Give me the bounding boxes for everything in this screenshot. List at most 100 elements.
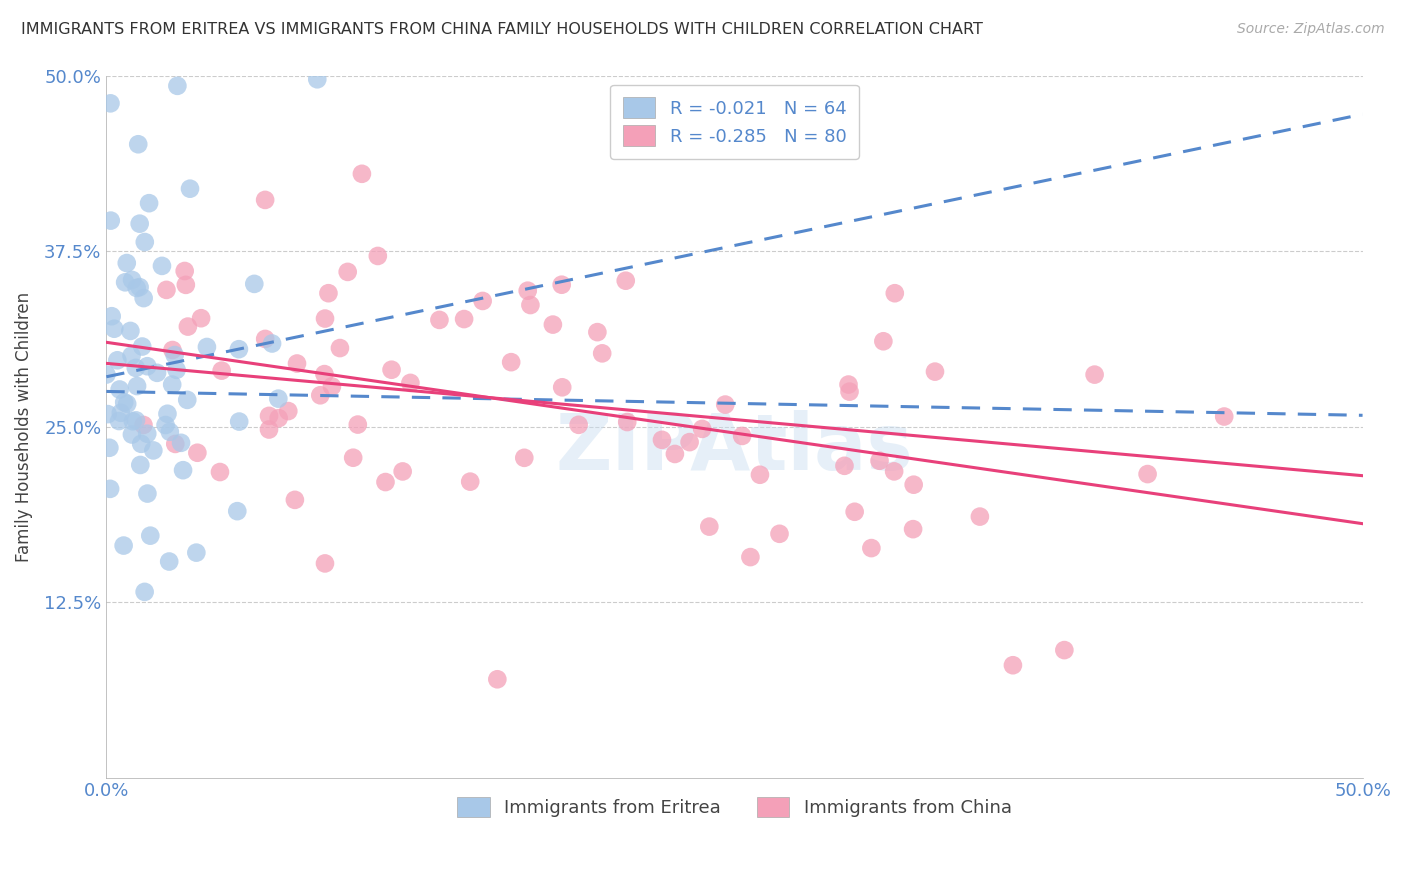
Point — [551, 277, 574, 292]
Point — [120, 324, 142, 338]
Point — [267, 411, 290, 425]
Point — [132, 291, 155, 305]
Point — [837, 377, 859, 392]
Point — [616, 415, 638, 429]
Point — [568, 417, 591, 432]
Point — [195, 340, 218, 354]
Point — [134, 235, 156, 249]
Point — [105, 353, 128, 368]
Point — [453, 312, 475, 326]
Point — [146, 366, 169, 380]
Point — [243, 277, 266, 291]
Point — [714, 398, 737, 412]
Point — [108, 414, 131, 428]
Point — [740, 550, 762, 565]
Point — [664, 447, 686, 461]
Point — [108, 383, 131, 397]
Point — [257, 409, 280, 423]
Point — [166, 78, 188, 93]
Point — [96, 368, 118, 382]
Point — [97, 407, 120, 421]
Point — [429, 313, 451, 327]
Point — [103, 322, 125, 336]
Point — [128, 280, 150, 294]
Point — [121, 273, 143, 287]
Point — [110, 406, 132, 420]
Point — [350, 167, 373, 181]
Point — [112, 539, 135, 553]
Point — [749, 467, 772, 482]
Point — [924, 365, 946, 379]
Point — [284, 492, 307, 507]
Point — [100, 96, 122, 111]
Point — [329, 341, 352, 355]
Point — [155, 417, 177, 432]
Point — [307, 72, 329, 87]
Point — [121, 414, 143, 428]
Point — [883, 464, 905, 478]
Point — [486, 673, 509, 687]
Point — [321, 379, 343, 393]
Point — [391, 465, 413, 479]
Point — [150, 259, 173, 273]
Point — [731, 429, 754, 443]
Point — [100, 309, 122, 323]
Point — [125, 281, 148, 295]
Point — [179, 182, 201, 196]
Point — [162, 343, 184, 357]
Point — [690, 422, 713, 436]
Point — [228, 415, 250, 429]
Point — [155, 283, 177, 297]
Point — [166, 363, 188, 377]
Point — [586, 325, 609, 339]
Point — [614, 274, 637, 288]
Point — [768, 526, 790, 541]
Point — [121, 427, 143, 442]
Point — [872, 334, 894, 349]
Point — [1001, 658, 1024, 673]
Point — [254, 332, 277, 346]
Point — [134, 585, 156, 599]
Point — [129, 458, 152, 472]
Point — [318, 286, 340, 301]
Point — [678, 435, 700, 450]
Legend: Immigrants from Eritrea, Immigrants from China: Immigrants from Eritrea, Immigrants from… — [450, 789, 1019, 825]
Point — [163, 348, 186, 362]
Point — [501, 355, 523, 369]
Point — [170, 435, 193, 450]
Point — [346, 417, 368, 432]
Point — [115, 397, 138, 411]
Point — [160, 377, 183, 392]
Point — [471, 293, 494, 308]
Point — [157, 555, 180, 569]
Point — [114, 275, 136, 289]
Point — [165, 437, 187, 451]
Point — [591, 346, 613, 360]
Point — [100, 213, 122, 227]
Point — [115, 256, 138, 270]
Point — [277, 404, 299, 418]
Point — [138, 196, 160, 211]
Point — [1136, 467, 1159, 481]
Point — [132, 417, 155, 432]
Point — [903, 477, 925, 491]
Point — [125, 379, 148, 393]
Point — [380, 363, 402, 377]
Point — [869, 454, 891, 468]
Point — [342, 450, 364, 465]
Point — [254, 193, 277, 207]
Point — [136, 359, 159, 374]
Point — [651, 433, 673, 447]
Point — [139, 529, 162, 543]
Text: IMMIGRANTS FROM ERITREA VS IMMIGRANTS FROM CHINA FAMILY HOUSEHOLDS WITH CHILDREN: IMMIGRANTS FROM ERITREA VS IMMIGRANTS FR… — [21, 22, 983, 37]
Point — [901, 522, 924, 536]
Point — [226, 504, 249, 518]
Point — [129, 437, 152, 451]
Point — [516, 284, 538, 298]
Point — [1053, 643, 1076, 657]
Point — [228, 342, 250, 356]
Point — [262, 336, 284, 351]
Point — [208, 465, 231, 479]
Y-axis label: Family Households with Children: Family Households with Children — [15, 292, 32, 562]
Point — [458, 475, 481, 489]
